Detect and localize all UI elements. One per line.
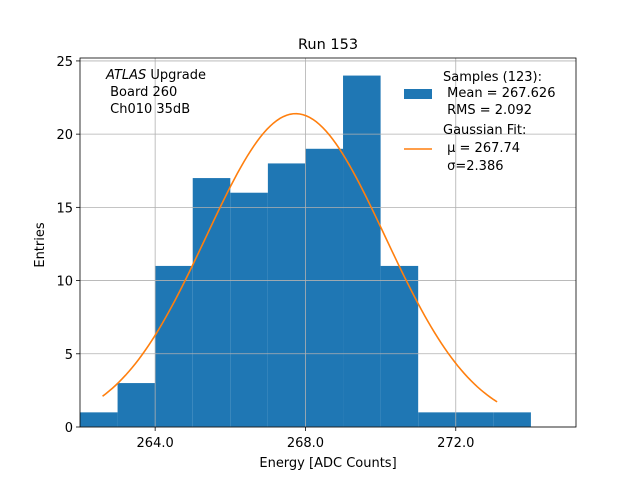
y-tick-label: 20: [56, 128, 73, 143]
legend-samples-patch: [404, 89, 432, 99]
histogram-bar: [192, 178, 231, 427]
annotation-atlas: ATLAS: [105, 68, 146, 83]
histogram-bar: [493, 412, 531, 427]
atlas-annotation: ATLAS Upgrade Board 260 Ch010 35dB: [105, 68, 206, 117]
legend-fit-title: Gaussian Fit:: [443, 123, 526, 138]
y-axis-ticks: 0 5 10 15 20 25: [56, 55, 80, 436]
legend-fit-sigma: σ=2.386: [443, 159, 503, 174]
x-axis-label: Energy [ADC Counts]: [259, 456, 396, 471]
x-tick-label: 264.0: [137, 436, 174, 451]
y-tick-label: 15: [56, 201, 73, 216]
legend-fit-mu: μ = 267.74: [443, 141, 520, 156]
gaussian-fit-curve: [102, 112, 498, 403]
annotation-channel: Ch010 35dB: [106, 102, 190, 117]
x-tick-label: 272.0: [437, 436, 474, 451]
histogram-bar: [305, 148, 344, 428]
chart-title: Run 153: [298, 37, 358, 53]
histogram-bar: [155, 265, 193, 427]
y-axis-label: Entries: [33, 222, 48, 268]
annotation-line-1: ATLAS Upgrade: [105, 68, 206, 83]
legend-samples-title: Samples (123):: [443, 70, 542, 85]
histogram-bar: [230, 192, 268, 427]
histogram-bar: [80, 412, 118, 427]
legend: Samples (123): Mean = 267.626 RMS = 2.09…: [404, 70, 555, 174]
histogram-bar: [267, 163, 306, 427]
histogram-bar: [117, 383, 156, 427]
legend-samples-rms: RMS = 2.092: [443, 103, 532, 118]
y-tick-label: 0: [65, 421, 73, 436]
histogram-bar: [343, 75, 381, 428]
axes-frame: [79, 57, 577, 428]
y-tick-label: 10: [56, 275, 73, 290]
annotation-board: Board 260: [106, 85, 177, 100]
histogram-bar: [380, 265, 419, 427]
x-axis-ticks: 264.0 268.0 272.0: [137, 427, 474, 451]
histogram-bar: [455, 412, 494, 427]
annotation-upgrade: Upgrade: [146, 68, 206, 83]
x-tick-label: 268.0: [287, 436, 324, 451]
y-tick-label: 25: [56, 55, 73, 70]
y-tick-label: 5: [65, 348, 73, 363]
legend-samples-mean: Mean = 267.626: [443, 86, 555, 101]
histogram-bar: [418, 412, 456, 427]
